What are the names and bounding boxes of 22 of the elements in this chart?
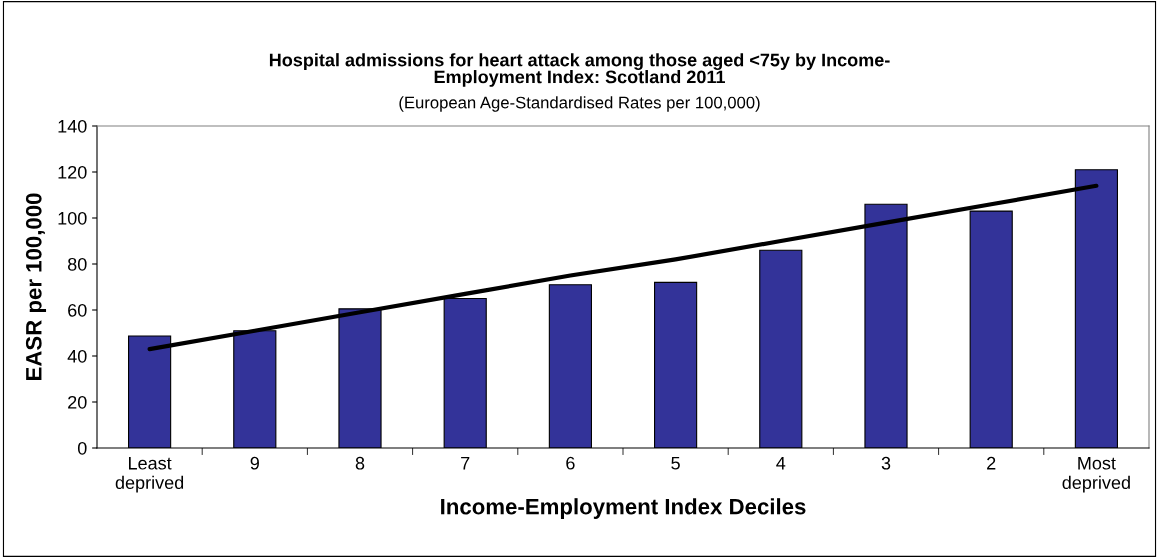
chart-subtitle: (European Age-Standardised Rates per 100,000) xyxy=(399,96,760,112)
x-axis-title: Income-Employment Index Deciles xyxy=(441,498,806,519)
y-tick-label: 40 xyxy=(67,349,87,363)
x-tick-label: 5 xyxy=(671,457,680,470)
y-tick-label: 140 xyxy=(58,119,87,133)
x-tick-label: 2 xyxy=(987,456,996,470)
y-axis-title: EASR per 100,000 xyxy=(25,193,47,381)
x-tick-label: Most deprived xyxy=(1062,457,1130,493)
x-tick-label: 9 xyxy=(250,456,259,470)
chart-title: Hospital admissions for heart attack among those aged <75y by Income- Employment Index: Scotland 2011 xyxy=(269,53,890,87)
y-tick-label: 100 xyxy=(58,211,87,225)
x-tick-label: 7 xyxy=(461,457,470,470)
y-tick-label: 80 xyxy=(67,257,87,271)
y-tick-label: 120 xyxy=(58,165,87,179)
x-tick-label: 3 xyxy=(881,456,891,470)
x-tick-label: 8 xyxy=(355,456,365,470)
x-tick-label: 6 xyxy=(566,456,575,470)
x-tick-label: 4 xyxy=(776,457,786,470)
y-tick-label: 20 xyxy=(68,395,87,409)
y-tick-label: 0 xyxy=(77,441,87,455)
y-tick-label: 60 xyxy=(68,303,87,317)
x-tick-label: Least deprived xyxy=(115,457,184,493)
